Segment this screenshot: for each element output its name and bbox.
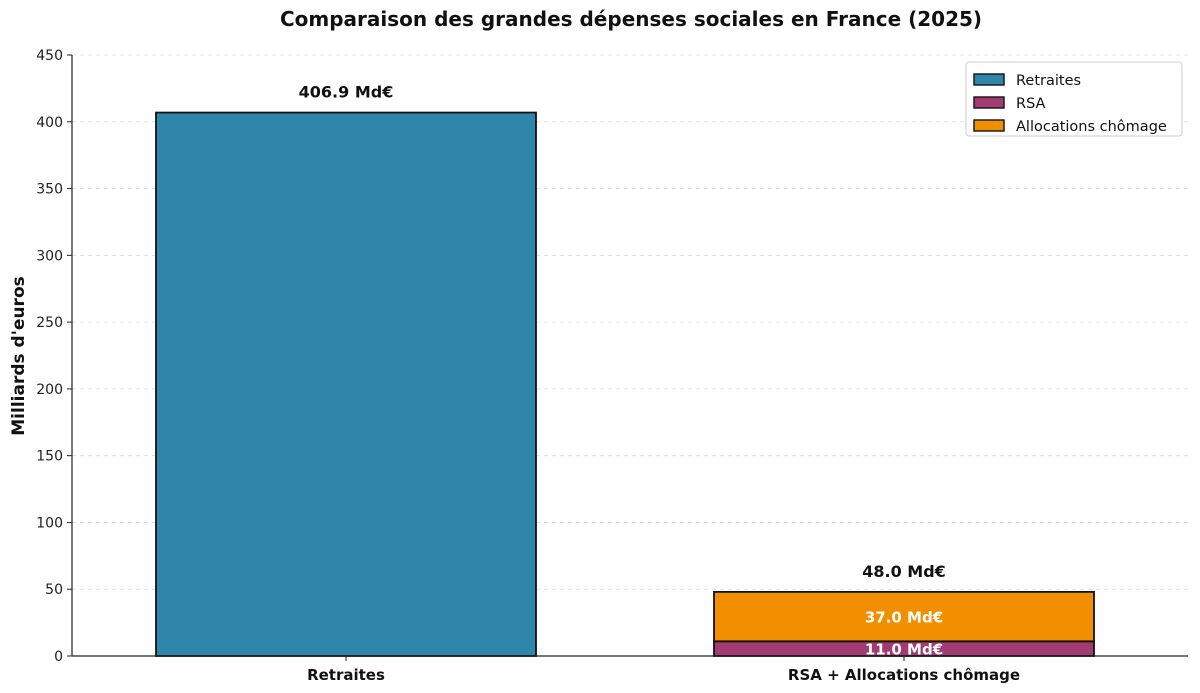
x-tick-label: RSA + Allocations chômage bbox=[788, 666, 1020, 684]
axes bbox=[67, 54, 1188, 661]
y-tick-label: 200 bbox=[36, 382, 63, 398]
total-value-label: 48.0 Md€ bbox=[862, 562, 946, 581]
legend-box bbox=[965, 61, 1183, 137]
legend-swatch bbox=[973, 119, 1005, 132]
total-value-label: 406.9 Md€ bbox=[299, 83, 394, 102]
y-tick-label: 250 bbox=[36, 315, 63, 331]
legend-swatch bbox=[973, 96, 1005, 109]
legend-swatch bbox=[973, 73, 1005, 86]
bar-segment bbox=[155, 111, 537, 657]
y-tick-label: 50 bbox=[45, 582, 63, 598]
legend-label: Allocations chômage bbox=[1016, 119, 1167, 135]
y-tick-label: 150 bbox=[36, 449, 63, 465]
data-labels: 406.9 Md€ 11.0 Md€ 37.0 Md€ 48.0 Md€ bbox=[299, 83, 946, 659]
y-axis-label: Milliards d'euros bbox=[9, 276, 29, 435]
y-tick-label: 300 bbox=[36, 248, 63, 264]
y-tick-label: 0 bbox=[54, 649, 63, 665]
segment-value-label: 37.0 Md€ bbox=[865, 609, 943, 627]
bar-segment bbox=[713, 590, 1095, 643]
y-tick-label: 450 bbox=[36, 48, 63, 64]
legend: Retraites RSA Allocations chômage bbox=[965, 61, 1183, 137]
legend-label: Retraites bbox=[1016, 73, 1081, 89]
tick-labels: 0 50 100 150 200 250 300 350 400 450 Retraites RSA … bbox=[36, 48, 1020, 684]
legend-label: RSA bbox=[1016, 96, 1046, 112]
bars bbox=[155, 111, 1095, 657]
y-tick-label: 100 bbox=[36, 515, 63, 531]
segment-value-label: 11.0 Md€ bbox=[865, 641, 943, 659]
chart-title: Comparaison des grandes dépenses sociale… bbox=[280, 7, 982, 31]
y-tick-label: 400 bbox=[36, 115, 63, 131]
y-tick-label: 350 bbox=[36, 182, 63, 198]
x-tick-label: Retraites bbox=[307, 666, 385, 684]
